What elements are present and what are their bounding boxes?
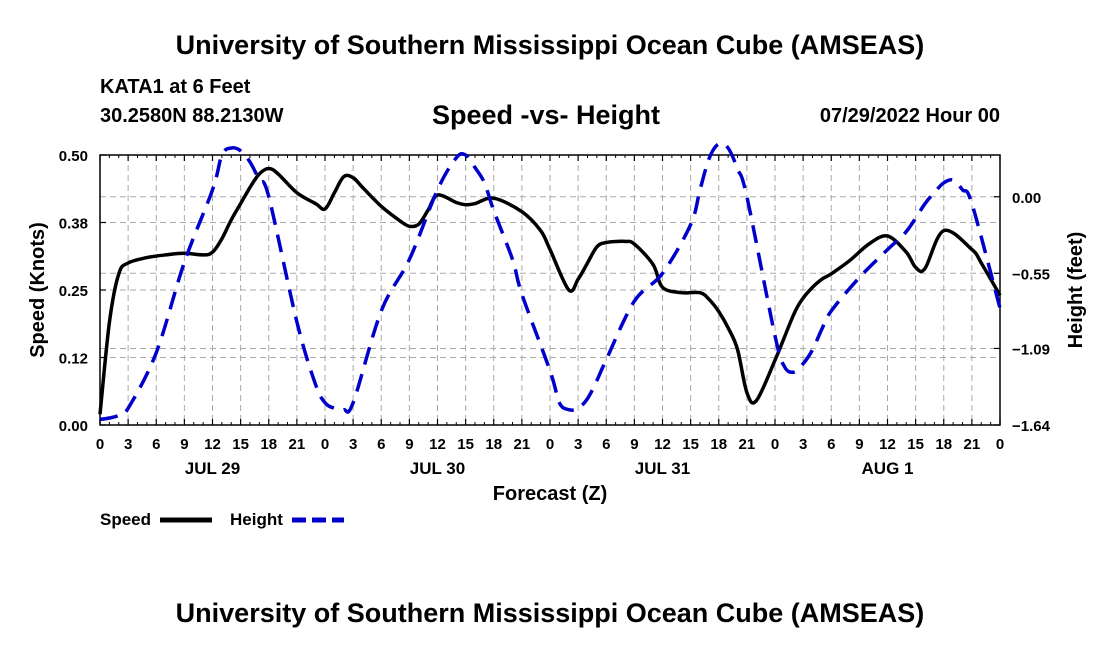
x-tick-label: 0: [996, 436, 1004, 453]
x-tick-label: 9: [630, 436, 638, 453]
y-left-tick-label: 0.50: [59, 148, 88, 165]
grid-layer: [100, 155, 1000, 425]
x-tick-label: 12: [879, 436, 896, 453]
x-tick-label: 9: [855, 436, 863, 453]
x-tick-label: 21: [514, 436, 531, 453]
y-left-tick-label: 0.25: [59, 283, 88, 300]
x-tick-label: 18: [485, 436, 502, 453]
x-tick-label: 21: [964, 436, 981, 453]
x-tick-label: 6: [827, 436, 835, 453]
x-tick-label: 9: [180, 436, 188, 453]
y-left-tick-label: 0.12: [59, 351, 88, 368]
x-tick-label: 18: [710, 436, 727, 453]
x-tick-label: 6: [152, 436, 160, 453]
day-label: JUL 29: [185, 459, 240, 478]
x-tick-label: 6: [377, 436, 385, 453]
x-tick-label: 9: [405, 436, 413, 453]
x-tick-label: 15: [457, 436, 474, 453]
day-label: AUG 1: [862, 459, 914, 478]
x-tick-label: 21: [739, 436, 756, 453]
legend-label-speed: Speed: [100, 510, 151, 529]
x-tick-label: 15: [907, 436, 924, 453]
tick-layer: 0 3 6 9 12 15 18 21 0 3 6 9 12 15 18 21 0 3 6 9 12 15 18 21 0 3 6 9…: [59, 148, 1051, 478]
y-right-tick-label: −1.09: [1012, 341, 1050, 358]
forecast-date-label: 07/29/2022 Hour 00: [819, 105, 1000, 127]
x-tick-label: 0: [771, 436, 779, 453]
y-right-tick-label: 0.00: [1012, 190, 1041, 207]
x-tick-label: 0: [321, 436, 329, 453]
chart-main-title: University of Southern Mississippi Ocean…: [175, 30, 925, 60]
y-axis-right-label: Height (feet): [1065, 232, 1087, 349]
speed-series-line: [98, 166, 1002, 415]
station-label: KATA1 at 6 Feet: [100, 76, 251, 98]
day-label: JUL 31: [635, 459, 690, 478]
coordinates-label: 30.2580N 88.2130W: [100, 105, 284, 127]
x-tick-label: 12: [429, 436, 446, 453]
day-label: JUL 30: [410, 459, 465, 478]
y-axis-left-label: Speed (Knots): [27, 222, 49, 358]
legend-label-height: Height: [230, 510, 283, 529]
x-tick-label: 3: [124, 436, 132, 453]
x-tick-label: 15: [682, 436, 699, 453]
series-layer: [98, 141, 1002, 422]
x-tick-label: 12: [654, 436, 671, 453]
x-tick-label: 15: [232, 436, 249, 453]
x-tick-label: 0: [546, 436, 554, 453]
x-tick-label: 3: [799, 436, 807, 453]
x-tick-label: 12: [204, 436, 221, 453]
x-tick-label: 18: [260, 436, 277, 453]
height-series-line: [99, 141, 1002, 422]
y-right-tick-label: −1.64: [1012, 418, 1051, 435]
x-axis-label: Forecast (Z): [493, 483, 607, 505]
x-tick-label: 0: [96, 436, 104, 453]
x-tick-label: 21: [289, 436, 306, 453]
y-right-tick-label: −0.55: [1012, 266, 1050, 283]
chart-subtitle: Speed -vs- Height: [432, 100, 661, 130]
x-tick-label: 6: [602, 436, 610, 453]
y-left-tick-label: 0.38: [59, 216, 88, 233]
x-tick-label: 3: [574, 436, 582, 453]
x-tick-label: 18: [935, 436, 952, 453]
footer-title: University of Southern Mississippi Ocean…: [175, 598, 925, 628]
x-tick-label: 3: [349, 436, 357, 453]
y-left-tick-label: 0.00: [59, 418, 88, 435]
legend: Speed Height: [100, 510, 344, 529]
